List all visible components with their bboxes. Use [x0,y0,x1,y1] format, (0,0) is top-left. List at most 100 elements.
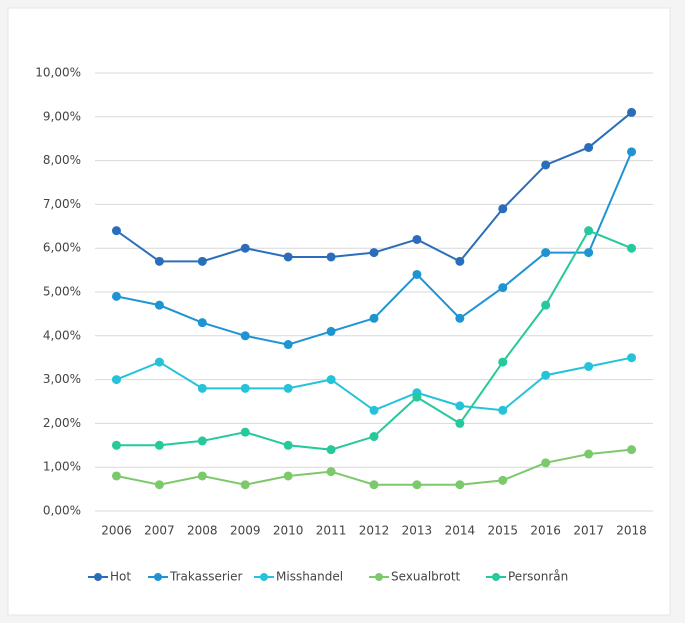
data-point [498,405,508,415]
x-tick-label: 2007 [144,524,175,538]
data-point [326,445,336,455]
data-point [111,226,121,236]
x-tick-label: 2010 [273,524,304,538]
data-point [369,313,379,323]
data-point [627,243,637,253]
data-point [541,458,551,468]
data-point [283,383,293,393]
data-point [111,375,121,385]
y-tick-label: 8,00% [43,153,81,167]
data-point [627,353,637,363]
y-tick-label: 6,00% [43,241,81,255]
y-tick-label: 1,00% [43,460,81,474]
legend-marker [375,573,383,581]
data-point [369,480,379,490]
x-tick-label: 2017 [573,524,604,538]
y-tick-label: 3,00% [43,372,81,386]
data-point [197,383,207,393]
legend-label: Hot [110,570,131,584]
legend-label: Misshandel [276,570,343,584]
data-point [240,480,250,490]
data-point [154,440,164,450]
legend-marker [260,573,268,581]
x-tick-label: 2008 [187,524,218,538]
data-point [455,401,465,411]
data-point [584,361,594,371]
data-point [240,383,250,393]
legend-label: Personrån [508,570,568,584]
x-tick-label: 2014 [445,524,476,538]
data-point [584,142,594,152]
data-point [412,392,422,402]
data-point [584,449,594,459]
data-point [627,107,637,117]
data-point [326,375,336,385]
y-tick-label: 9,00% [43,109,81,123]
x-tick-label: 2006 [101,524,132,538]
x-tick-label: 2016 [530,524,561,538]
data-point [111,471,121,481]
x-tick-label: 2011 [316,524,347,538]
data-point [154,256,164,266]
data-point [283,252,293,262]
data-point [154,357,164,367]
y-tick-label: 4,00% [43,328,81,342]
legend-marker [154,573,162,581]
data-point [197,256,207,266]
data-point [111,440,121,450]
data-point [369,248,379,258]
y-tick-label: 0,00% [43,504,81,518]
legend-marker [94,573,102,581]
card [7,7,671,616]
x-tick-label: 2009 [230,524,261,538]
data-point [283,471,293,481]
data-point [240,331,250,341]
data-point [455,480,465,490]
data-point [498,475,508,485]
data-point [369,405,379,415]
data-point [498,204,508,214]
legend-marker [492,573,500,581]
data-point [412,234,422,244]
data-point [455,418,465,428]
data-point [240,243,250,253]
data-point [498,283,508,293]
data-point [584,226,594,236]
data-point [412,480,422,490]
x-tick-label: 2013 [402,524,433,538]
data-point [541,248,551,258]
data-point [326,252,336,262]
data-point [283,340,293,350]
data-point [111,291,121,301]
data-point [197,436,207,446]
data-point [455,256,465,266]
data-point [326,326,336,336]
data-point [541,300,551,310]
data-point [541,160,551,170]
data-point [498,357,508,367]
data-point [283,440,293,450]
data-point [326,467,336,477]
data-point [369,432,379,442]
data-point [627,445,637,455]
data-point [197,318,207,328]
legend-label: Sexualbrott [391,570,461,584]
data-point [240,427,250,437]
x-tick-label: 2015 [487,524,518,538]
legend-label: Trakasserier [169,570,242,584]
data-point [541,370,551,380]
data-point [412,269,422,279]
data-point [627,147,637,157]
y-tick-label: 10,00% [35,66,81,80]
data-point [154,480,164,490]
x-tick-label: 2018 [616,524,647,538]
y-tick-label: 2,00% [43,416,81,430]
data-point [197,471,207,481]
data-point [455,313,465,323]
x-tick-label: 2012 [359,524,390,538]
y-tick-label: 7,00% [43,197,81,211]
data-point [584,248,594,258]
y-tick-label: 5,00% [43,285,81,299]
data-point [154,300,164,310]
